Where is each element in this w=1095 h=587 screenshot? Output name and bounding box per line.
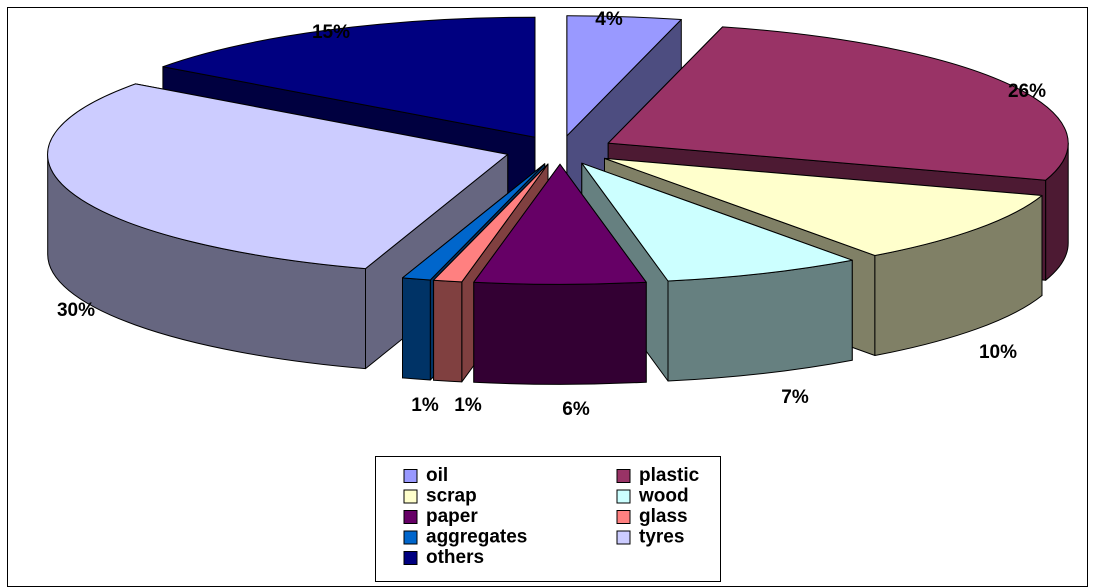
legend: oil plastic scrap wood paper glass aggregates t… (375, 456, 721, 582)
pie-slice-scrap (604, 157, 1043, 256)
pie-slice-plastic (607, 26, 1069, 181)
pie-slice-others (162, 16, 536, 138)
data-label-paper: 6% (562, 399, 590, 420)
legend-label-plastic: plastic (639, 465, 700, 486)
legend-swatch-aggregates (403, 530, 418, 545)
legend-swatch-others (403, 551, 418, 565)
pie-data-labels: 4% 26% 10% 7% 6% 1% 1% 30% 15% (57, 9, 1046, 420)
pie-slice-rim-paper (473, 281, 647, 385)
legend-label-wood: wood (638, 486, 689, 507)
pie-slice-tops (47, 15, 1069, 285)
pie-slice-glass (433, 163, 549, 283)
pie-slice-aggregates (402, 163, 546, 281)
data-label-others: 15% (312, 22, 350, 43)
legend-entries: oil plastic scrap wood paper glass aggregates t… (403, 465, 700, 568)
legend-swatch-scrap (403, 489, 418, 504)
legend-swatch-wood (616, 489, 631, 504)
data-label-tyres: 30% (57, 300, 95, 321)
data-label-plastic: 26% (1008, 81, 1046, 102)
legend-swatch-oil (403, 469, 418, 483)
pie-slice-oil (566, 15, 682, 137)
legend-swatch-paper (403, 510, 418, 524)
legend-swatch-glass (616, 510, 631, 524)
legend-swatch-plastic (616, 469, 631, 483)
legend-label-scrap: scrap (426, 486, 477, 507)
data-label-scrap: 10% (979, 342, 1017, 363)
legend-label-glass: glass (639, 506, 688, 527)
pie-slice-wood (581, 162, 853, 282)
legend-label-aggregates: aggregates (426, 527, 527, 548)
legend-label-others: others (426, 547, 484, 568)
legend-label-paper: paper (426, 506, 478, 527)
pie-slice-tyres (47, 83, 509, 270)
pie-slice-rim-aggregates (402, 277, 431, 381)
data-label-glass: 1% (454, 395, 482, 416)
data-label-wood: 7% (781, 387, 809, 408)
legend-label-tyres: tyres (639, 527, 684, 548)
data-label-aggregates: 1% (411, 395, 439, 416)
legend-box (375, 456, 721, 582)
legend-swatch-tyres (616, 530, 631, 545)
pie-slice-paper (473, 163, 647, 285)
legend-label-oil: oil (426, 465, 448, 486)
pie-slice-rim-glass (433, 279, 463, 383)
data-label-oil: 4% (595, 9, 623, 30)
